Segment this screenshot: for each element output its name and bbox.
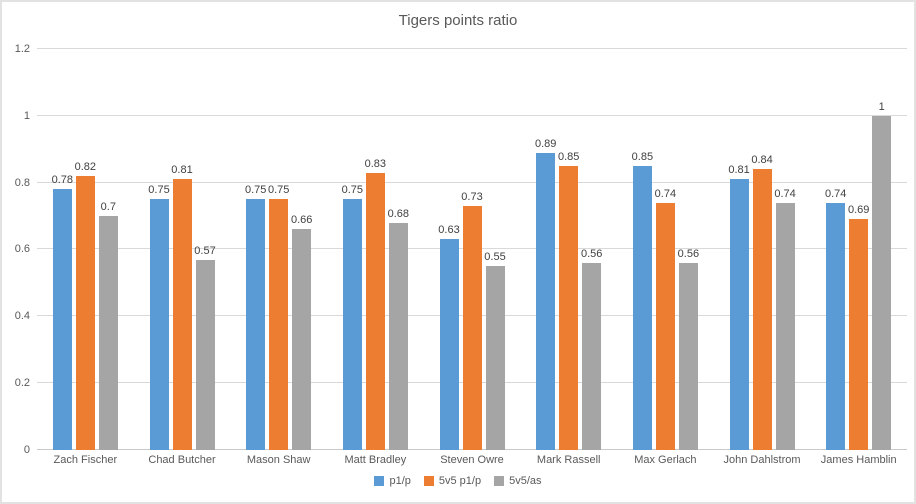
- data-label: 0.55: [484, 251, 506, 263]
- bar-p1-p: 0.78: [52, 174, 73, 450]
- bar-5v5-p1-p: 0.82: [75, 161, 96, 450]
- x-axis-labels: Zach Fischer Chad Butcher Mason Shaw Matt B…: [37, 454, 907, 466]
- bar-groups: 0.78 0.82 0.7 0.75 0.81 0.57 0.75 0.75 0.66 0.75 0…: [37, 49, 907, 450]
- bar-p1-p: 0.75: [245, 184, 266, 450]
- category-label: Mark Rassell: [536, 454, 601, 466]
- data-label: 0.74: [774, 188, 796, 200]
- data-label: 0.75: [244, 184, 267, 196]
- legend: p1/p 5v5 p1/p 5v5/as: [2, 475, 914, 487]
- y-axis-tick: 0.8: [14, 177, 30, 189]
- bar-5v5-as: 0.57: [194, 245, 216, 450]
- legend-swatch-icon: [423, 476, 434, 486]
- bar-5v5-p1-p: 0.84: [751, 154, 773, 450]
- bar-group: 0.75 0.83 0.68: [327, 49, 424, 450]
- y-axis-tick: 0.6: [14, 243, 30, 255]
- bar-5v5-as: 0.55: [484, 251, 506, 450]
- bar-group: 0.63 0.73 0.55: [424, 49, 521, 450]
- data-label: 0.73: [461, 191, 483, 203]
- data-label: 0.81: [728, 164, 750, 176]
- bar-5v5-as: 0.74: [774, 188, 796, 450]
- legend-item-5v5-as: 5v5/as: [494, 475, 542, 487]
- legend-swatch-icon: [494, 476, 505, 486]
- bar-p1-p: 0.81: [728, 164, 750, 450]
- data-label: 0.74: [654, 188, 677, 200]
- data-label: 0.75: [341, 184, 364, 196]
- category-label: John Dahlstrom: [723, 454, 801, 466]
- bar-p1-p: 0.63: [438, 224, 460, 450]
- data-label: 0.68: [387, 208, 410, 220]
- legend-label: 5v5/as: [509, 475, 542, 487]
- data-label: 0.57: [194, 245, 216, 257]
- bar-group: 0.75 0.75 0.66: [230, 49, 327, 450]
- category-label: James Hamblin: [820, 454, 897, 466]
- bar-5v5-p1-p: 0.81: [171, 164, 193, 450]
- data-label: 0.75: [267, 184, 290, 196]
- y-axis-tick: 0.4: [14, 310, 30, 322]
- bar-group: 0.75 0.81 0.57: [134, 49, 231, 450]
- data-label: 0.56: [677, 248, 700, 260]
- bar-p1-p: 0.74: [825, 188, 846, 450]
- category-label: Mason Shaw: [246, 454, 311, 466]
- category-label: Max Gerlach: [634, 454, 697, 466]
- bar-5v5-as: 1: [872, 101, 892, 450]
- legend-label: 5v5 p1/p: [438, 475, 482, 487]
- bar-5v5-as: 0.56: [678, 248, 699, 450]
- legend-label: p1/p: [389, 475, 411, 487]
- data-label: 0.84: [751, 154, 773, 166]
- category-label: Zach Fischer: [53, 454, 118, 466]
- bar-p1-p: 0.75: [342, 184, 363, 450]
- y-axis-tick: 1.2: [14, 43, 30, 55]
- bar-group: 0.81 0.84 0.74: [714, 49, 811, 450]
- data-label: 0.69: [847, 204, 870, 216]
- plot-area: 0 0.2 0.4 0.6 0.8 1 1.2 0.78 0.82 0.7 0.75 0.81 0.5…: [15, 43, 907, 456]
- data-label: 0.63: [438, 224, 460, 236]
- data-label: 0.78: [51, 174, 74, 186]
- bar-5v5-as: 0.66: [291, 214, 312, 450]
- bar-group: 0.78 0.82 0.7: [37, 49, 134, 450]
- bar-5v5-as: 0.7: [98, 201, 118, 450]
- data-label: 0.85: [631, 151, 654, 163]
- bar-group: 0.89 0.85 0.56: [520, 49, 617, 450]
- legend-swatch-icon: [374, 476, 385, 486]
- gridline: [37, 115, 907, 116]
- gridline: [37, 48, 907, 49]
- bar-group: 0.74 0.69 1: [810, 49, 907, 450]
- bar-5v5-p1-p: 0.85: [558, 151, 579, 450]
- category-label: Steven Owre: [440, 454, 504, 466]
- data-label: 0.66: [290, 214, 313, 226]
- y-axis-tick: 0: [23, 444, 30, 456]
- bar-5v5-p1-p: 0.75: [268, 184, 289, 450]
- data-label: 0.75: [148, 184, 170, 196]
- gridline: [37, 182, 907, 183]
- bar-p1-p: 0.75: [148, 184, 170, 450]
- bar-5v5-p1-p: 0.83: [365, 158, 386, 450]
- y-axis-tick: 1: [23, 110, 30, 122]
- bar-5v5-as: 0.68: [388, 208, 409, 450]
- data-label: 0.81: [171, 164, 193, 176]
- data-label: 0.56: [580, 248, 603, 260]
- legend-item-p1-p: p1/p: [374, 475, 411, 487]
- data-label: 0.85: [557, 151, 580, 163]
- data-label: 0.82: [74, 161, 97, 173]
- data-label: 0.83: [364, 158, 387, 170]
- chart-title: Tigers points ratio: [398, 12, 518, 29]
- bar-5v5-p1-p: 0.73: [461, 191, 483, 450]
- bar-p1-p: 0.85: [632, 151, 653, 450]
- data-label: 0.89: [534, 138, 557, 150]
- data-label: 0.74: [824, 188, 847, 200]
- y-axis-tick: 0.2: [14, 377, 30, 389]
- bar-5v5-p1-p: 0.74: [655, 188, 676, 450]
- bar-5v5-as: 0.56: [581, 248, 602, 450]
- category-label: Chad Butcher: [148, 454, 216, 466]
- data-label: 0.7: [100, 201, 116, 213]
- bar-p1-p: 0.89: [535, 138, 556, 450]
- data-label: 1: [878, 101, 885, 113]
- category-label: Matt Bradley: [344, 454, 407, 466]
- bar-5v5-p1-p: 0.69: [848, 204, 869, 450]
- legend-item-5v5-p1-p: 5v5 p1/p: [423, 475, 482, 487]
- bar-group: 0.85 0.74 0.56: [617, 49, 714, 450]
